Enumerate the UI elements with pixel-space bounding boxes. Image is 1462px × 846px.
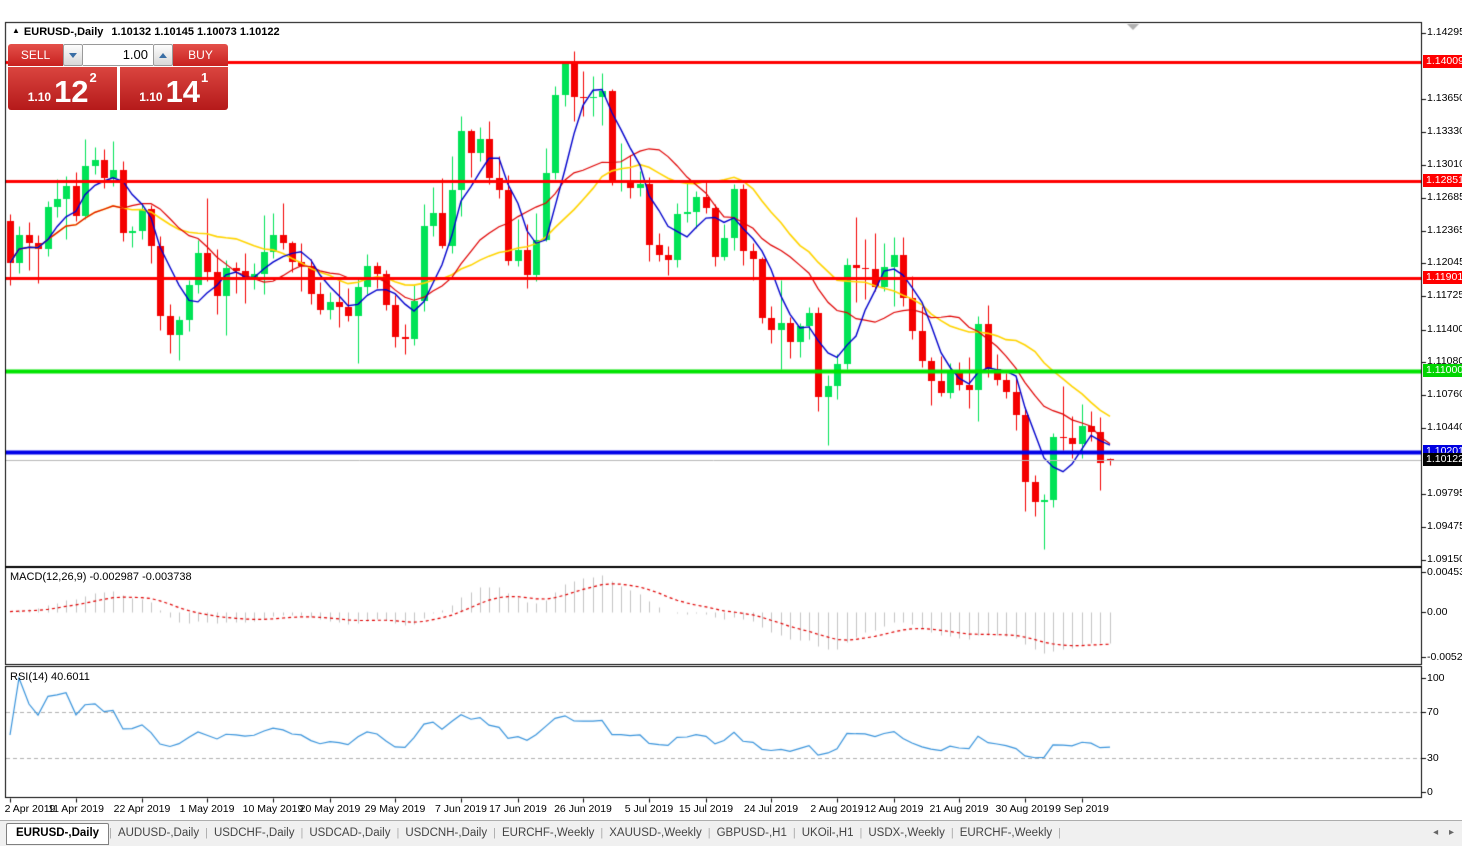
date-axis-label: 22 Apr 2019 xyxy=(113,803,171,815)
buy-button[interactable]: BUY xyxy=(173,44,228,66)
chart-ohlc-values: 1.10132 1.10145 1.10073 1.10122 xyxy=(111,26,280,38)
tab-separator: | xyxy=(707,827,711,839)
date-axis-label: 10 May 2019 xyxy=(242,803,304,815)
date-axis-label: 29 May 2019 xyxy=(364,803,426,815)
date-axis-label: 2 Apr 2019 xyxy=(4,803,56,815)
chart-tab-usdcnh-daily[interactable]: USDCNH-,Daily xyxy=(405,827,488,839)
chart-tab-eurusd-daily[interactable]: EURUSD-,Daily xyxy=(6,823,110,845)
tab-separator: | xyxy=(792,827,796,839)
date-axis-label: 7 Jun 2019 xyxy=(435,803,487,815)
price-axis-label: 1.11725 xyxy=(1427,289,1462,301)
volume-decrease-button[interactable] xyxy=(63,44,83,66)
price-axis-label: 1.14295 xyxy=(1427,26,1462,38)
date-axis-label: 24 Jul 2019 xyxy=(743,803,799,815)
date-axis-label: 11 Apr 2019 xyxy=(48,803,104,815)
sell-price-prefix: 1.10 xyxy=(27,90,52,104)
tabs-scroll-right-icon[interactable]: ▸ xyxy=(1448,827,1454,838)
date-axis-label: 12 Aug 2019 xyxy=(864,803,924,815)
tab-separator: | xyxy=(950,827,954,839)
macd-indicator-label: MACD(12,26,9) -0.002987 -0.003738 xyxy=(10,571,192,583)
buy-price-prefix: 1.10 xyxy=(139,90,163,104)
chart-title: ▲ EURUSD-,Daily 1.10132 1.10145 1.10073 1.… xyxy=(12,26,280,38)
macd-axis-label: 0.004536 xyxy=(1427,566,1462,578)
date-axis-label: 2 Aug 2019 xyxy=(810,803,864,815)
tab-separator: | xyxy=(300,827,304,839)
rsi-axis-label: 100 xyxy=(1427,672,1445,684)
buy-price-sup: 1 xyxy=(201,70,209,85)
sell-price-button[interactable]: 1.10 12 2 xyxy=(8,67,117,110)
chart-tab-usdchf-daily[interactable]: USDCHF-,Daily xyxy=(213,827,295,839)
sell-button[interactable]: SELL xyxy=(8,44,63,66)
date-axis-label: 26 Jun 2019 xyxy=(554,803,612,815)
chart-tab-eurchf-weekly[interactable]: EURCHF-,Weekly xyxy=(959,827,1053,839)
one-click-trading-widget: SELL 1.00 BUY 1.10 12 2 1.10 14 1 xyxy=(8,44,228,110)
rsi-axis-label: 70 xyxy=(1427,706,1439,718)
tab-separator: | xyxy=(859,827,863,839)
price-axis-label: 1.09150 xyxy=(1427,553,1462,565)
collapse-triangle-icon[interactable]: ▲ xyxy=(12,26,20,35)
tab-separator: | xyxy=(205,827,208,839)
tabs-scroll-left-icon[interactable]: ◂ xyxy=(1433,827,1439,838)
chart-tab-xauusd-weekly[interactable]: XAUUSD-,Weekly xyxy=(609,827,702,839)
price-axis-label: 1.10760 xyxy=(1427,388,1462,400)
date-axis-label: 15 Jul 2019 xyxy=(678,803,734,815)
rsi-indicator-label: RSI(14) 40.6011 xyxy=(10,671,90,683)
chart-tab-usdx-weekly[interactable]: USDX-,Weekly xyxy=(868,827,945,839)
tab-separator: | xyxy=(396,827,400,839)
price-axis-label: 1.13330 xyxy=(1427,125,1462,137)
price-axis-label: 1.13650 xyxy=(1427,92,1462,104)
price-axis-label: 1.10440 xyxy=(1427,421,1462,433)
chart-canvas[interactable] xyxy=(0,0,1462,820)
price-axis-label: 1.12685 xyxy=(1427,191,1462,203)
spinner-up-icon xyxy=(159,52,167,58)
sell-price-big: 12 xyxy=(54,74,89,109)
volume-input[interactable]: 1.00 xyxy=(83,44,153,66)
price-level-label-red: 1.11901 xyxy=(1423,271,1462,284)
tab-separator: | xyxy=(600,827,604,839)
price-axis-label: 1.09475 xyxy=(1427,520,1462,532)
price-axis-label: 1.13010 xyxy=(1427,158,1462,170)
tab-separator: | xyxy=(109,827,112,839)
price-axis-label: 1.12365 xyxy=(1427,224,1462,236)
chart-tab-ukoil-h1[interactable]: UKOil-,H1 xyxy=(801,827,854,839)
price-axis-label: 1.09795 xyxy=(1427,487,1462,499)
buy-price-button[interactable]: 1.10 14 1 xyxy=(119,67,228,110)
chart-tabs: EURUSD-,Daily | AUDUSD-,Daily | USDCHF-,Dail… xyxy=(6,823,1061,845)
price-level-label-black: 1.10122 xyxy=(1423,453,1462,466)
chart-tab-usdcad-daily[interactable]: USDCAD-,Daily xyxy=(309,827,391,839)
volume-increase-button[interactable] xyxy=(153,44,173,66)
trade-widget-price-row: 1.10 12 2 1.10 14 1 xyxy=(8,67,228,110)
chart-tab-bar: EURUSD-,Daily | AUDUSD-,Daily | USDCHF-,Dail… xyxy=(0,820,1462,846)
date-axis-label: 17 Jun 2019 xyxy=(489,803,547,815)
date-axis-label: 9 Sep 2019 xyxy=(1055,803,1109,815)
date-axis-label: 30 Aug 2019 xyxy=(995,803,1055,815)
macd-axis-label: -0.005205 xyxy=(1427,651,1462,663)
price-axis-label: 1.12045 xyxy=(1427,256,1462,268)
chart-tab-audusd-daily[interactable]: AUDUSD-,Daily xyxy=(117,827,200,839)
price-axis-label: 1.11400 xyxy=(1427,323,1462,335)
spinner-down-icon xyxy=(69,52,77,58)
rsi-axis-label: 0 xyxy=(1427,786,1433,798)
chart-tab-eurchf-weekly[interactable]: EURCHF-,Weekly xyxy=(501,827,595,839)
rsi-axis-label: 30 xyxy=(1427,752,1439,764)
date-axis-label: 21 Aug 2019 xyxy=(929,803,989,815)
date-axis-label: 5 Jul 2019 xyxy=(624,803,674,815)
price-level-label-green: 1.11000 xyxy=(1423,364,1462,377)
chart-tab-gbpusd-h1[interactable]: GBPUSD-,H1 xyxy=(716,827,787,839)
buy-price-big: 14 xyxy=(165,74,201,109)
sell-price-sup: 2 xyxy=(89,70,97,85)
trade-widget-top-row: SELL 1.00 BUY xyxy=(8,44,228,66)
tab-separator: | xyxy=(1058,827,1061,839)
macd-axis-label: 0.00 xyxy=(1427,606,1448,618)
tab-scroll-arrows: ◂ ▸ xyxy=(1425,827,1454,838)
date-axis-label: 20 May 2019 xyxy=(299,803,361,815)
date-axis-label: 1 May 2019 xyxy=(179,803,235,815)
price-level-label-red: 1.14009 xyxy=(1423,55,1462,68)
price-level-label-red: 1.12851 xyxy=(1423,174,1462,187)
tab-separator: | xyxy=(493,827,496,839)
chart-symbol-label: EURUSD-,Daily xyxy=(23,26,104,38)
